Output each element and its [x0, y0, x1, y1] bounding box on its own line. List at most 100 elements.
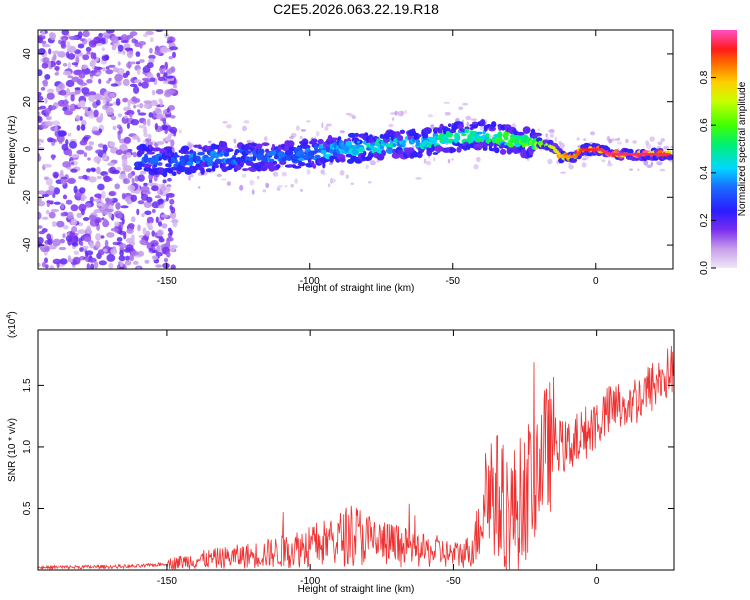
- spectrogram-blob: [95, 233, 101, 241]
- x-tick-label: -50: [446, 576, 461, 587]
- spectrogram-blob: [76, 124, 81, 131]
- spectrogram-blob: [81, 65, 87, 70]
- spectrogram-blob: [485, 133, 490, 138]
- x-tick-label: 0: [593, 276, 599, 287]
- spectrogram-blob: [62, 62, 68, 67]
- spectrogram-blob: [447, 138, 456, 143]
- spectrogram-blob: [69, 141, 77, 149]
- spectrogram-blob: [67, 75, 73, 79]
- spectrogram-blob: [41, 216, 49, 220]
- spectrogram-blob: [93, 261, 99, 269]
- snr-series-line: [38, 345, 674, 570]
- spectrogram-blob: [48, 185, 55, 192]
- spectrogram-blob: [169, 126, 178, 134]
- spectrogram-blob: [70, 154, 80, 158]
- spectrogram-blob: [196, 150, 202, 153]
- spectrogram-blob: [328, 162, 334, 165]
- spectrogram-blob: [45, 178, 53, 186]
- spectrogram-blob: [38, 225, 43, 229]
- spectrogram-blob: [78, 71, 86, 79]
- spectrogram-blob: [155, 216, 159, 224]
- spectrogram-blob: [397, 110, 404, 117]
- spectrogram-blob: [110, 248, 118, 255]
- spectrogram-blob: [149, 247, 153, 252]
- spectrogram-blob: [154, 232, 158, 238]
- spectrogram-blob: [650, 161, 654, 166]
- spectrogram-blob: [136, 208, 140, 216]
- spectrogram-blob: [70, 168, 78, 173]
- colorbar-tick-label: 0.6: [699, 118, 710, 132]
- spectrogram-blob: [93, 198, 102, 202]
- spectrogram-blob: [139, 170, 147, 175]
- spectrogram-blob: [143, 201, 152, 209]
- spectrogram-amplitude-blobs: [38, 30, 683, 269]
- spectrogram-blob: [80, 197, 85, 202]
- spectrogram-blob: [417, 134, 422, 138]
- spectrogram-blob: [679, 161, 683, 164]
- spectrogram-blob: [55, 85, 60, 93]
- spectrogram-blob: [79, 140, 88, 146]
- spectrogram-blob: [132, 151, 137, 158]
- spectrogram-blob: [216, 173, 222, 177]
- spectrogram-blob: [112, 67, 119, 73]
- spectrogram-blob: [68, 35, 78, 41]
- spectrogram-blob: [367, 181, 372, 184]
- spectrogram-blob: [415, 177, 422, 180]
- spectrogram-blob: [381, 149, 386, 157]
- spectrogram-blob: [86, 263, 90, 269]
- spectrogram-blob: [242, 125, 247, 132]
- spectrogram-blob: [85, 46, 92, 53]
- spectrogram-blob: [96, 166, 101, 175]
- spectrogram-blob: [465, 115, 472, 121]
- spectrogram-blob: [147, 133, 152, 140]
- spectrogram-blob: [165, 196, 169, 202]
- spectrogram-blob: [110, 227, 119, 232]
- spectrogram-blob: [327, 183, 331, 188]
- spectrogram-blob: [277, 185, 283, 188]
- spectrogram-blob: [632, 140, 637, 144]
- spectrogram-blob: [60, 212, 66, 217]
- spectrogram-blob: [433, 157, 436, 162]
- spectrogram-blob: [67, 132, 72, 137]
- spectrogram-blob: [144, 79, 151, 83]
- spectrogram-blob: [146, 72, 154, 79]
- spectrogram-blob: [573, 155, 578, 158]
- spectrogram-blob: [88, 91, 97, 96]
- spectrogram-blob: [71, 241, 79, 247]
- spectrogram-blob: [157, 76, 165, 82]
- spectrogram-blob: [92, 126, 99, 132]
- spectrogram-blob: [82, 245, 89, 250]
- y-tick-label: 1.0: [22, 440, 33, 454]
- spectrogram-blob: [69, 104, 75, 109]
- spectrogram-blob: [249, 179, 255, 186]
- spectrogram-blob: [660, 138, 665, 142]
- spectrogram-blob: [127, 99, 131, 108]
- spectrogram-blob: [78, 175, 84, 180]
- spectrogram-blob: [158, 237, 165, 243]
- spectrogram-blob: [93, 156, 102, 163]
- spectrogram-blob: [114, 183, 120, 190]
- spectrogram-blob: [100, 96, 105, 101]
- spectrogram-blob: [71, 76, 80, 83]
- spectrogram-blob: [345, 153, 353, 158]
- spectrogram-blob: [38, 106, 43, 110]
- spectrogram-blob: [179, 129, 182, 134]
- spectrogram-blob: [143, 167, 152, 172]
- spectrogram-blob: [151, 255, 158, 261]
- spectrogram-blob: [129, 31, 138, 36]
- spectrogram-blob: [38, 211, 42, 220]
- spectrogram-blob: [678, 152, 683, 158]
- spectrogram-blob: [264, 136, 268, 142]
- spectrogram-blob: [286, 140, 295, 148]
- spectrogram-blob: [143, 132, 149, 138]
- spectrogram-blob: [210, 156, 215, 160]
- spectrogram-blob: [479, 119, 486, 127]
- spectrogram-blob: [126, 50, 134, 59]
- spectrogram-blob: [86, 109, 94, 117]
- spectrogram-blob: [38, 138, 43, 143]
- spectrogram-blob: [430, 124, 435, 130]
- spectrogram-blob: [522, 126, 531, 134]
- spectrogram-blob: [45, 209, 50, 215]
- spectrogram-blob: [40, 86, 46, 91]
- spectrogram-blob: [554, 136, 557, 142]
